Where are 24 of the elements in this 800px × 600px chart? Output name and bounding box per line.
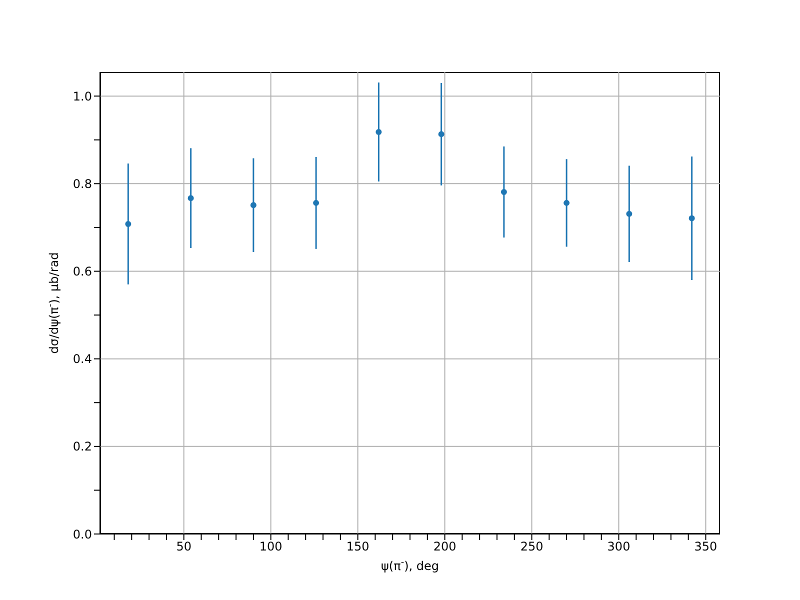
point (125, 220, 132, 227)
x-tick-label: 250 (520, 540, 544, 554)
point (313, 200, 320, 206)
y-tick-label: 0.0 (72, 527, 92, 542)
point (376, 128, 382, 135)
y-tick-label: 0.8 (72, 176, 92, 191)
point (626, 210, 632, 217)
point (250, 202, 256, 208)
x-tick-label: 300 (607, 540, 630, 554)
point (500, 188, 507, 195)
x-tick-label: 200 (433, 540, 456, 554)
x-tick-label: 350 (694, 540, 718, 554)
x-tick-label: 150 (346, 540, 370, 554)
x-axis-title: ψ(π$^{-}$), deg (380, 558, 440, 573)
y-tick-label: 0.6 (72, 264, 92, 279)
x-tick-label: 100 (259, 540, 282, 554)
point (688, 215, 695, 222)
y-tick-label: 1.0 (72, 89, 92, 104)
point (564, 200, 570, 206)
y-tick-label: 0.4 (72, 352, 92, 366)
y-tick-label: 0.2 (72, 440, 92, 454)
point (188, 195, 194, 202)
x-tick-label: 50 (176, 540, 192, 554)
point (438, 131, 444, 138)
